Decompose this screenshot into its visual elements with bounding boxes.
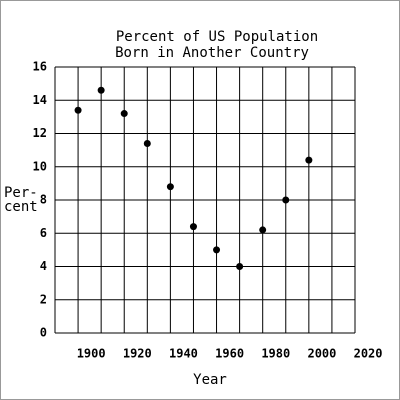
point: [143, 139, 151, 147]
point: [97, 86, 105, 94]
point: [213, 246, 221, 254]
y-axis-label: cent: [4, 199, 38, 215]
point: [189, 223, 197, 231]
x-tick-label: 2020: [354, 347, 383, 361]
point: [259, 226, 267, 234]
y-tick-label: 0: [40, 326, 47, 340]
y-tick-label: 2: [40, 292, 47, 306]
y-tick-label: 14: [33, 93, 47, 107]
point: [120, 110, 128, 118]
y-tick-label: 16: [33, 60, 47, 74]
y-tick-label: 8: [40, 193, 47, 207]
point: [282, 196, 290, 204]
y-axis-label: Per-: [4, 185, 38, 201]
y-tick-label: 6: [40, 226, 47, 240]
x-tick-label: 1940: [169, 347, 198, 361]
point: [166, 183, 174, 191]
x-tick-label: 1920: [123, 347, 152, 361]
chart-title: Percent of US Population: [116, 29, 318, 45]
x-tick-label: 1980: [261, 347, 290, 361]
y-tick-label: 12: [33, 126, 47, 140]
y-tick-label: 10: [33, 159, 47, 173]
point: [74, 106, 82, 114]
x-axis-label: Year: [193, 372, 227, 388]
y-tick-label: 4: [40, 259, 47, 273]
point: [305, 156, 313, 164]
chart-title: Born in Another Country: [115, 45, 309, 61]
point: [236, 263, 244, 270]
x-tick-label: 2000: [307, 347, 336, 361]
x-tick-label: 1900: [77, 347, 106, 361]
x-tick-label: 1960: [215, 347, 244, 361]
